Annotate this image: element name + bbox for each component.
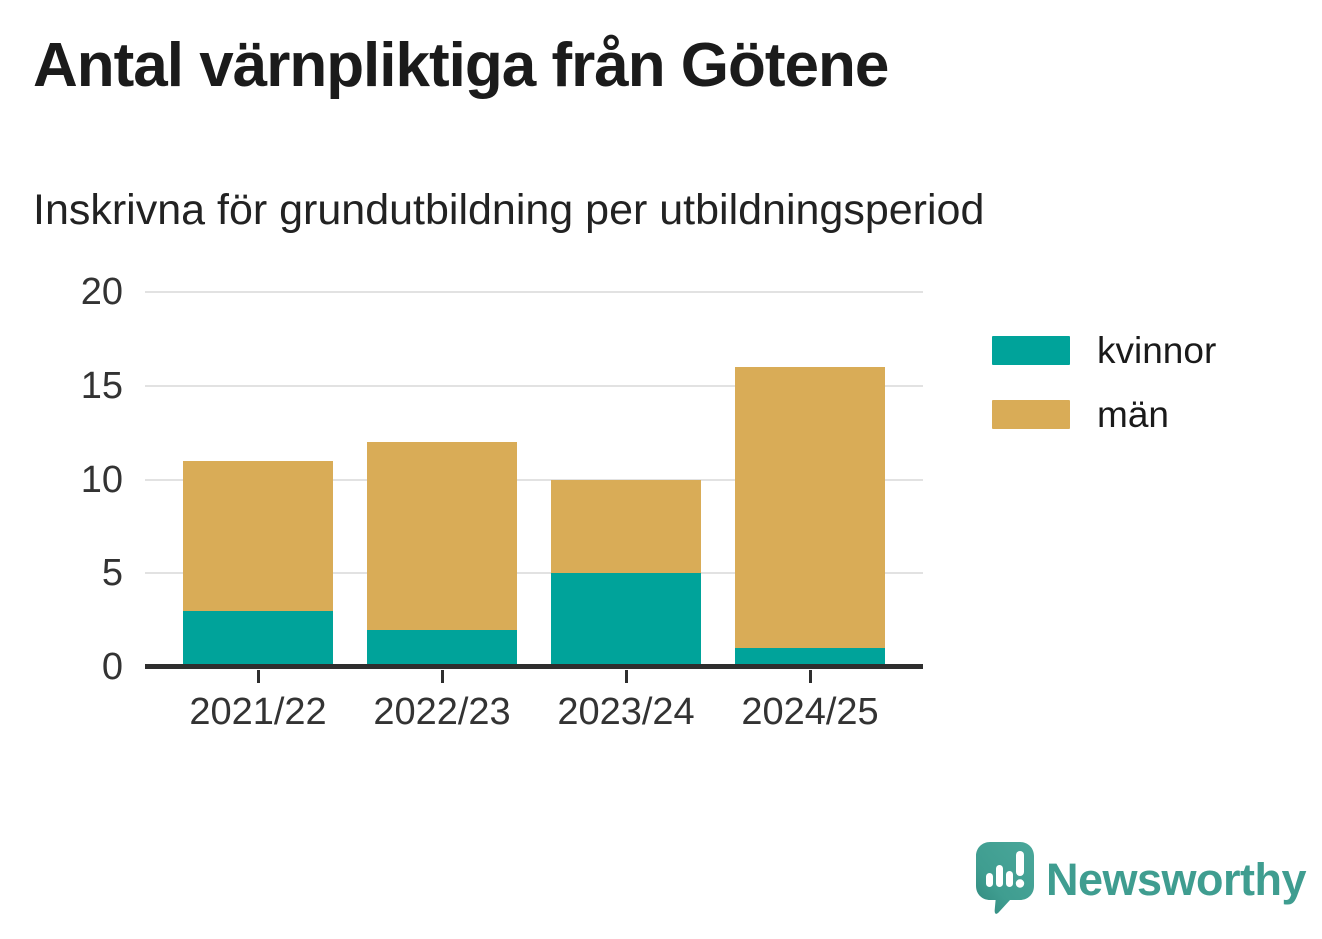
gridline-15 <box>145 384 923 387</box>
branding-name: Newsworthy <box>1046 853 1307 905</box>
plot-area: 0 5 10 15 20 2021/22 2022/23 2023/24 2024/25 <box>81 271 923 733</box>
gridline-10 <box>145 478 923 481</box>
branding: Newsworthy <box>976 842 1307 916</box>
gridline-20 <box>145 291 923 293</box>
x-tick-2022-23 <box>440 670 444 683</box>
y-tick-label-15: 15 <box>80 364 123 407</box>
legend-swatch-man <box>992 400 1070 429</box>
chart-subtitle: Inskrivna för grundutbildning per utbild… <box>33 186 985 234</box>
x-tick-2021-22 <box>256 670 260 683</box>
bar-2024-25-män <box>735 367 885 649</box>
x-axis-line <box>145 664 923 669</box>
x-tick-label-2021-22: 2021/22 <box>189 691 327 733</box>
bar-2024-25-kvinnor <box>735 648 885 667</box>
y-tick-label-5: 5 <box>101 552 123 595</box>
y-tick-label-10: 10 <box>80 458 123 501</box>
newsworthy-logo-icon <box>976 842 1034 914</box>
bar-2022-23-kvinnor <box>367 629 517 667</box>
y-tick-label-0: 0 <box>101 646 123 688</box>
legend-label-kvinnor: kvinnor <box>1097 330 1217 371</box>
gridline-5 <box>145 572 923 575</box>
bar-2021-22-män <box>183 460 333 611</box>
y-tick-label-20: 20 <box>80 271 123 313</box>
legend-item-kvinnor: kvinnor <box>992 332 1216 369</box>
x-tick-label-2024-25: 2024/25 <box>741 691 879 733</box>
bar-2021-22-kvinnor <box>183 610 333 667</box>
chart-title: Antal värnpliktiga från Götene <box>33 31 889 100</box>
x-tick-label-2022-23: 2022/23 <box>373 691 511 733</box>
legend-label-man: män <box>1097 394 1169 435</box>
x-tick-2024-25 <box>808 670 812 683</box>
bar-2023-24-kvinnor <box>551 573 701 667</box>
bar-2023-24-män <box>551 479 701 574</box>
legend-item-man: män <box>992 396 1216 433</box>
legend: kvinnor män <box>992 332 1216 433</box>
legend-swatch-kvinnor <box>992 336 1070 365</box>
bar-2022-23-män <box>367 442 517 630</box>
x-tick-2023-24 <box>624 670 628 683</box>
x-tick-label-2023-24: 2023/24 <box>557 691 695 733</box>
